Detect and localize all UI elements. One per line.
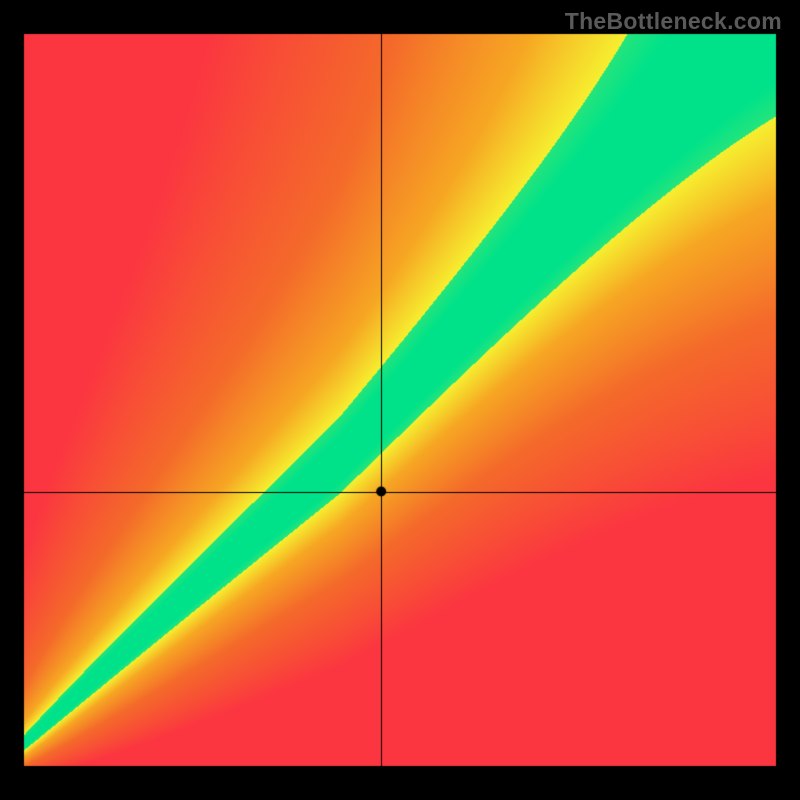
heatmap-canvas (0, 0, 800, 800)
watermark-text: TheBottleneck.com (565, 8, 782, 35)
chart-container: TheBottleneck.com (0, 0, 800, 800)
